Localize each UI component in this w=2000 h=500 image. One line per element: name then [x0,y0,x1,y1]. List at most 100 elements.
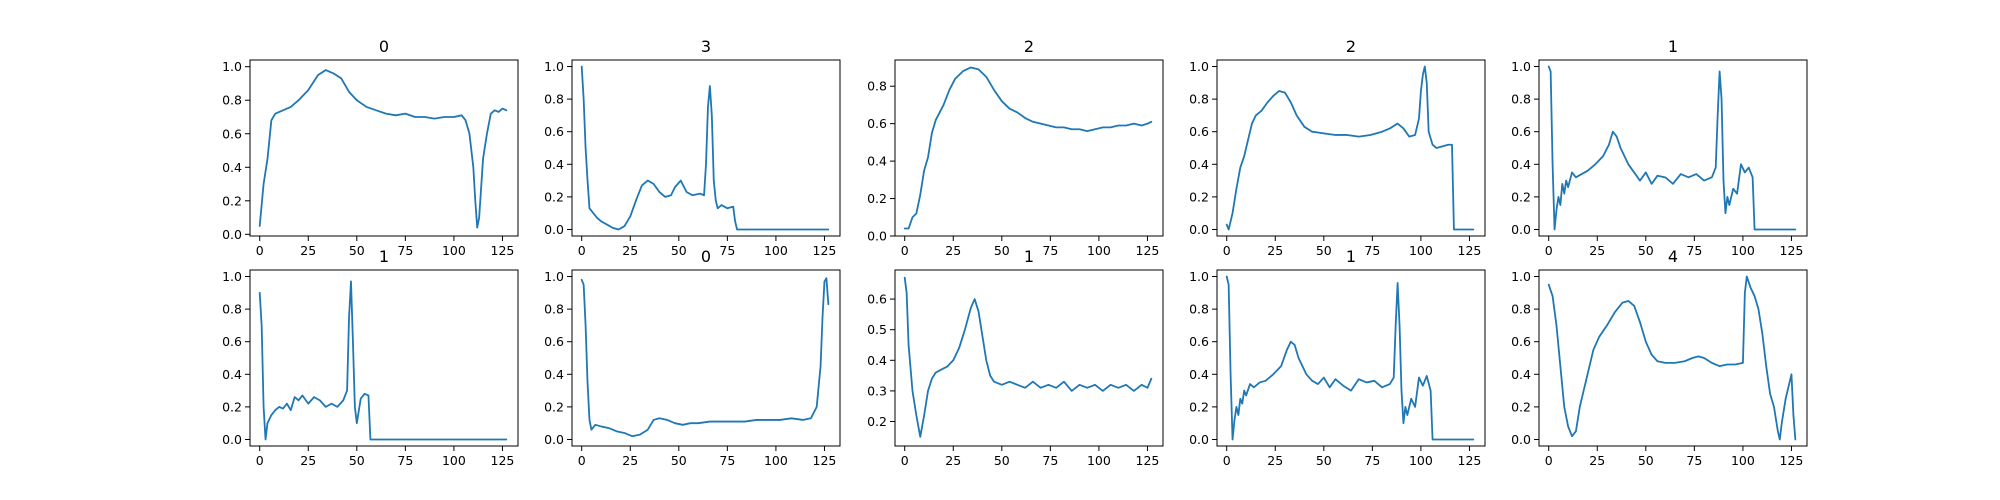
series-line [1547,275,1797,441]
y-tick-label: 0.4 [1189,157,1209,172]
y-tick-label: 0.4 [867,154,887,169]
x-tick-label: 0 [1545,453,1553,468]
x-tick-label: 50 [671,243,687,258]
subplot-title: 0 [701,247,711,266]
y-tick-label: 0.8 [222,93,242,108]
x-tick-label: 100 [764,243,788,258]
x-tick-label: 25 [1589,243,1605,258]
subplot-title: 2 [1024,37,1034,56]
x-tick-label: 50 [994,453,1010,468]
x-tick-label: 50 [1316,453,1332,468]
subplot-title: 4 [1668,247,1678,266]
x-tick-label: 0 [1223,453,1231,468]
subplot-title: 0 [379,37,389,56]
y-tick-label: 0.4 [544,367,564,382]
y-tick-label: 0.4 [222,160,242,175]
y-tick-label: 0.0 [1511,432,1531,447]
x-tick-label: 75 [397,243,413,258]
x-tick-label: 100 [1731,453,1755,468]
x-tick-label: 75 [1364,243,1380,258]
x-tick-label: 75 [397,453,413,468]
x-tick-label: 25 [300,243,316,258]
axes-frame [249,269,519,447]
y-tick-label: 0.8 [544,92,564,107]
y-tick-label: 0.0 [1189,432,1209,447]
y-tick-label: 0.0 [222,227,242,242]
y-tick-label: 0.2 [1189,399,1209,414]
y-tick-label: 0.4 [1189,367,1209,382]
x-tick-label: 0 [256,243,264,258]
x-tick-label: 25 [1267,453,1283,468]
x-tick-label: 125 [1458,453,1482,468]
subplot-0: 0 0 25 50 75 100 125 0.0 0.2 0.4 0.6 0.8 1.0 [222,37,519,258]
y-tick-label: 1.0 [1189,269,1209,284]
x-tick-label: 0 [578,243,586,258]
x-tick-label: 100 [1409,453,1433,468]
x-tick-label: 50 [994,243,1010,258]
x-tick-label: 0 [578,453,586,468]
y-tick-label: 1.0 [222,269,242,284]
x-tick-label: 25 [622,453,638,468]
y-tick-label: 0.8 [867,79,887,94]
y-tick-label: 0.6 [222,126,242,141]
x-tick-label: 125 [491,453,515,468]
x-tick-label: 100 [1087,243,1111,258]
subplot-7: 1 0 25 50 75 100 125 0.2 0.3 0.4 0.5 0.6 [867,247,1164,468]
x-tick-label: 75 [1686,453,1702,468]
subplot-title: 1 [379,247,389,266]
y-tick-label: 0.8 [1511,92,1531,107]
axes-frame [1538,59,1808,237]
x-tick-label: 25 [622,243,638,258]
x-tick-label: 100 [1087,453,1111,468]
x-tick-label: 50 [671,453,687,468]
x-tick-label: 125 [1780,453,1804,468]
x-tick-label: 125 [1780,243,1804,258]
x-tick-label: 50 [1638,243,1654,258]
x-tick-label: 125 [813,243,837,258]
x-tick-label: 100 [442,453,466,468]
series-line [903,276,1153,438]
x-tick-label: 100 [1731,243,1755,258]
y-tick-label: 1.0 [1511,59,1531,74]
axes-frame [571,59,841,237]
y-tick-label: 0.2 [544,399,564,414]
subplot-title: 3 [701,37,711,56]
y-tick-label: 0.0 [544,222,564,237]
y-tick-label: 0.2 [1189,189,1209,204]
x-tick-label: 50 [1638,453,1654,468]
x-tick-label: 75 [719,453,735,468]
series-line [1225,275,1475,441]
y-tick-label: 0.0 [222,432,242,447]
y-tick-label: 0.2 [1511,189,1531,204]
x-tick-label: 0 [901,243,909,258]
x-tick-label: 50 [349,453,365,468]
x-tick-label: 25 [1267,243,1283,258]
subplot-9: 4 0 25 50 75 100 125 0.0 0.2 0.4 0.6 0.8 1.0 [1511,247,1808,468]
y-tick-label: 0.3 [867,383,887,398]
y-tick-label: 1.0 [544,269,564,284]
y-tick-label: 0.6 [1511,124,1531,139]
y-tick-label: 0.4 [867,353,887,368]
x-tick-label: 125 [1458,243,1482,258]
y-tick-label: 0.8 [544,302,564,317]
series-line [258,69,508,229]
y-tick-label: 0.0 [1189,222,1209,237]
subplot-title: 1 [1668,37,1678,56]
subplot-3: 2 0 25 50 75 100 125 0.0 0.2 0.4 0.6 0.8 1.0 [1189,37,1486,258]
y-tick-label: 0.5 [867,322,887,337]
series-line [580,65,830,231]
subplot-8: 1 0 25 50 75 100 125 0.0 0.2 0.4 0.6 0.8 1.0 [1189,247,1486,468]
subplot-title: 2 [1346,37,1356,56]
x-tick-label: 100 [442,243,466,258]
y-tick-label: 0.6 [867,292,887,307]
y-tick-label: 0.6 [544,124,564,139]
y-tick-label: 0.4 [1511,367,1531,382]
x-tick-label: 125 [1136,243,1160,258]
subplot-5: 1 0 25 50 75 100 125 0.0 0.2 0.4 0.6 0.8 1.0 [222,247,519,468]
y-tick-label: 0.6 [1189,124,1209,139]
y-tick-label: 0.2 [222,399,242,414]
x-tick-label: 75 [1686,243,1702,258]
x-tick-label: 75 [1042,453,1058,468]
x-tick-label: 50 [1316,243,1332,258]
